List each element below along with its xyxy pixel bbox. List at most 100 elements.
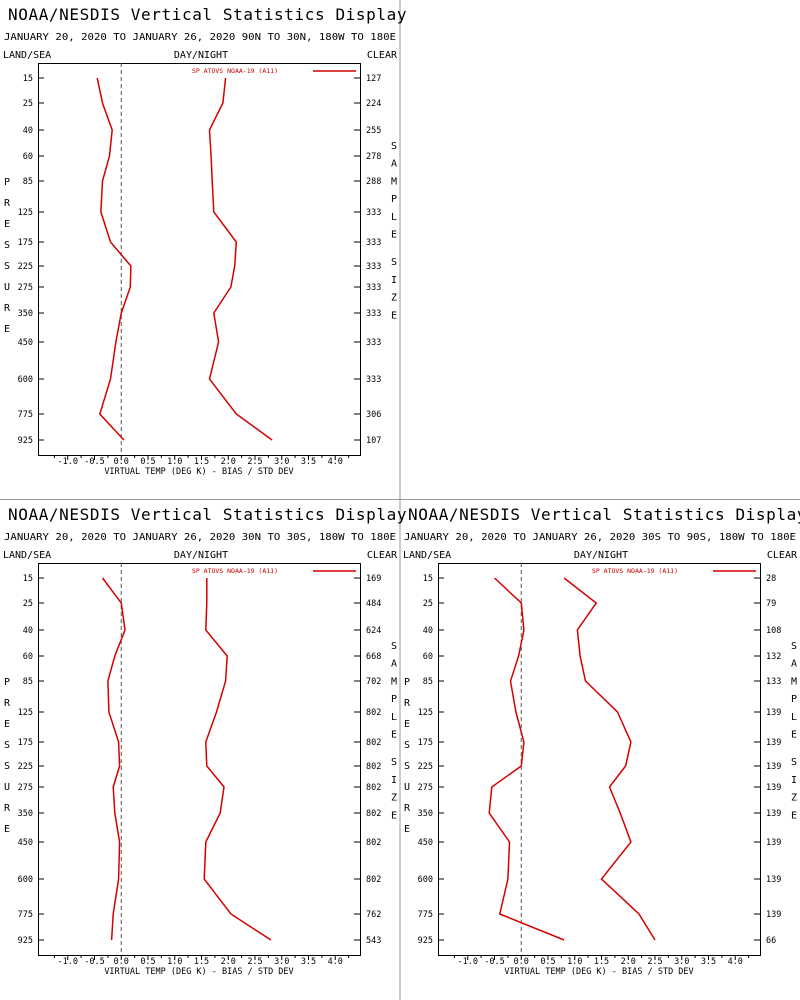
pressure-level-label: 275 [18, 783, 33, 793]
y2-axis-label-letter: S [391, 141, 397, 152]
sample-size-label: 333 [366, 309, 381, 319]
sample-size-label: 132 [766, 652, 781, 662]
y-axis-label-letter: R [4, 303, 11, 314]
pressure-level-label: 450 [18, 838, 33, 848]
x-tick-label: 4.0 [728, 957, 743, 967]
pressure-level-label: 125 [18, 708, 33, 718]
pressure-level-label: 350 [18, 309, 33, 319]
header-day-night: DAY/NIGHT [574, 550, 628, 561]
y-axis-label-letter: S [404, 740, 410, 751]
x-tick-label: 0.0 [114, 457, 129, 467]
plot-frame [438, 563, 761, 956]
sample-size-label: 288 [366, 177, 381, 187]
y-axis-label-letter: P [4, 677, 10, 688]
pressure-level-label: 925 [418, 936, 433, 946]
pressure-level-label: 175 [418, 738, 433, 748]
series-line-bias [488, 577, 565, 941]
pressure-level-label: 775 [18, 910, 33, 920]
y-axis-label-letter: S [404, 761, 410, 772]
y-axis-label-letter: E [4, 824, 10, 835]
y2-axis-label-letter: P [791, 694, 797, 705]
sample-size-label: 333 [366, 208, 381, 218]
pressure-level-label: 175 [18, 238, 33, 248]
y-axis-label-letter: E [4, 324, 10, 335]
chart-panel-3: NOAA/NESDIS Vertical Statistics Display J… [403, 505, 800, 977]
y-axis-label-letter: U [4, 282, 10, 293]
y-axis-label-letter: R [404, 803, 411, 814]
y-axis-label-letter: S [4, 740, 10, 751]
x-tick-label: -0.5 [84, 457, 104, 467]
x-tick-label: 0.5 [140, 957, 155, 967]
pressure-level-label: 350 [418, 809, 433, 819]
x-tick-label: 3.5 [701, 957, 716, 967]
x-tick-label: 1.5 [594, 957, 609, 967]
header-land-sea: LAND/SEA [3, 50, 51, 61]
pressure-level-label: 25 [23, 99, 33, 109]
sample-size-label: 802 [366, 783, 381, 793]
sample-size-label: 333 [366, 262, 381, 272]
x-tick-label: 2.0 [221, 457, 236, 467]
x-tick-label: 3.0 [274, 957, 289, 967]
plot-frame [38, 63, 361, 456]
pressure-level-label: 25 [23, 599, 33, 609]
x-tick-label: -0.5 [84, 957, 104, 967]
y2-axis-label-letter: Z [391, 293, 397, 304]
sample-size-label: 79 [766, 599, 776, 609]
pressure-level-label: 925 [18, 436, 33, 446]
x-axis-label: VIRTUAL TEMP (DEG K) - BIAS / STD DEV [104, 967, 293, 977]
pressure-level-label: 775 [18, 410, 33, 420]
sample-size-label: 484 [366, 599, 381, 609]
header-clear: CLEAR [367, 550, 398, 561]
y2-axis-label-letter: S [791, 641, 797, 652]
pressure-level-label: 25 [423, 599, 433, 609]
y2-axis-label-letter: Z [391, 793, 397, 804]
pressure-level-label: 225 [418, 762, 433, 772]
y-axis-label-letter: P [4, 177, 10, 188]
x-tick-label: 3.0 [274, 457, 289, 467]
y-axis-label-letter: R [404, 698, 411, 709]
x-tick-label: -1.0 [58, 457, 78, 467]
header-land-sea: LAND/SEA [403, 550, 451, 561]
sample-size-label: 802 [366, 708, 381, 718]
x-tick-label: 4.0 [328, 957, 343, 967]
x-tick-label: 0.0 [114, 957, 129, 967]
y2-axis-label-letter: Z [791, 793, 797, 804]
y2-axis-label-letter: I [391, 275, 397, 286]
pressure-level-label: 175 [18, 738, 33, 748]
sample-size-label: 139 [766, 762, 781, 772]
sample-size-label: 28 [766, 574, 776, 584]
y2-axis-label-letter: P [391, 694, 397, 705]
y-axis-label-letter: E [404, 719, 410, 730]
chart-subtitle: JANUARY 20, 2020 TO JANUARY 26, 2020 30N… [4, 532, 396, 543]
x-axis-label: VIRTUAL TEMP (DEG K) - BIAS / STD DEV [104, 467, 293, 477]
y-axis-label-letter: R [4, 198, 11, 209]
chart-subtitle: JANUARY 20, 2020 TO JANUARY 26, 2020 90N… [4, 32, 396, 43]
y-axis-label-letter: E [4, 719, 10, 730]
pressure-level-label: 85 [23, 177, 33, 187]
y2-axis-label-letter: I [791, 775, 797, 786]
y2-axis-label-letter: M [391, 176, 397, 187]
pressure-level-label: 15 [423, 574, 433, 584]
y2-axis-label-letter: P [391, 194, 397, 205]
x-tick-label: 2.0 [621, 957, 636, 967]
sample-size-label: 139 [766, 708, 781, 718]
sample-size-label: 133 [766, 677, 781, 687]
y2-axis-label-letter: S [391, 757, 397, 768]
y2-axis-label-letter: S [391, 641, 397, 652]
y2-axis-label-letter: E [391, 810, 397, 821]
x-tick-label: 1.0 [567, 957, 582, 967]
sample-size-label: 762 [366, 910, 381, 920]
series-line-std-dev [563, 577, 656, 941]
sample-size-label: 702 [366, 677, 381, 687]
y2-axis-label-letter: L [391, 712, 397, 723]
x-tick-label: 2.0 [221, 957, 236, 967]
sample-size-label: 624 [366, 626, 381, 636]
sample-size-label: 139 [766, 838, 781, 848]
x-tick-label: 1.5 [194, 957, 209, 967]
sample-size-label: 108 [766, 626, 781, 636]
pressure-level-label: 40 [423, 626, 433, 636]
legend-label: SP ATOVS NOAA-19 (A11) [192, 567, 278, 575]
sample-size-label: 139 [766, 910, 781, 920]
y2-axis-label-letter: A [391, 159, 397, 170]
chart-title: NOAA/NESDIS Vertical Statistics Display [408, 505, 800, 524]
